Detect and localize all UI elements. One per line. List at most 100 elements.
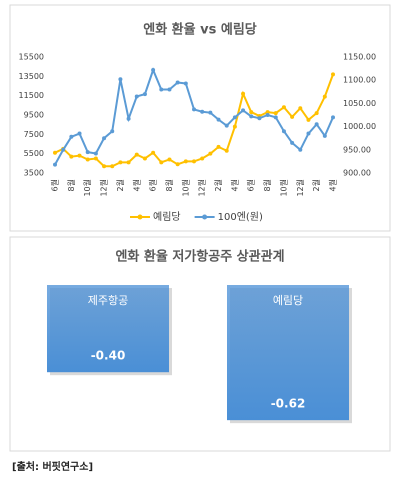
x-tick-label: 8월	[66, 179, 76, 191]
data-point	[192, 107, 196, 112]
legend-marker	[202, 214, 208, 220]
data-point	[53, 150, 57, 155]
data-point	[118, 77, 123, 82]
data-point	[322, 94, 327, 99]
data-point	[126, 116, 131, 121]
data-point	[77, 153, 82, 158]
data-point	[110, 164, 115, 169]
y-tick-label: 3500	[24, 169, 44, 178]
value-label: -0.62	[271, 397, 306, 411]
data-point	[69, 154, 74, 159]
bar-label: 예림당	[273, 294, 303, 307]
data-point	[175, 162, 180, 167]
chart-title: 엔화 환율 저가항공주 상관관계	[115, 249, 284, 265]
data-point	[134, 94, 139, 99]
data-point	[151, 67, 156, 72]
bar	[47, 285, 169, 373]
data-point	[273, 111, 278, 116]
x-tick-label: 6월	[246, 179, 256, 191]
data-point	[208, 110, 213, 115]
x-tick-label: 12월	[197, 179, 207, 197]
data-point	[322, 133, 327, 138]
data-point	[216, 117, 221, 122]
x-tick-label: 6월	[148, 179, 158, 191]
data-point	[232, 124, 237, 129]
y-tick-label: 11500	[19, 91, 44, 100]
y-tick-label: 9500	[24, 111, 44, 120]
legend-marker	[137, 214, 143, 220]
data-point	[126, 160, 131, 165]
data-point	[151, 150, 156, 155]
data-point	[314, 111, 319, 116]
data-point	[298, 147, 303, 152]
x-tick-label: 10월	[180, 179, 190, 197]
x-tick-label: 12월	[99, 179, 109, 197]
data-point	[77, 131, 82, 136]
data-point	[110, 129, 115, 134]
x-tick-label: 2월	[311, 179, 321, 191]
data-point	[142, 156, 147, 161]
data-point	[249, 110, 254, 115]
data-point	[192, 159, 196, 164]
data-point	[298, 106, 303, 111]
value-label: -0.40	[91, 349, 126, 363]
top-panel	[9, 4, 391, 232]
data-point	[241, 108, 246, 113]
chart-title: 엔화 환율 vs 예림당	[143, 22, 257, 38]
data-point	[118, 160, 123, 165]
data-point	[273, 115, 278, 120]
x-tick-label: 10월	[82, 179, 92, 197]
data-point	[281, 129, 286, 134]
data-point	[208, 151, 213, 156]
data-point	[134, 152, 139, 157]
data-point	[216, 144, 221, 149]
data-point	[290, 114, 295, 119]
data-point	[85, 150, 90, 155]
data-point	[249, 114, 254, 119]
data-point	[93, 156, 98, 161]
x-tick-label: 12월	[295, 179, 305, 197]
x-tick-label: 4월	[131, 179, 141, 191]
data-point	[265, 113, 270, 117]
data-point	[183, 159, 188, 164]
data-point	[224, 123, 229, 128]
y2-tick-label: 1100.00	[343, 76, 376, 85]
data-point	[102, 136, 107, 141]
data-point	[265, 110, 270, 115]
data-point	[290, 140, 295, 145]
x-tick-label: 4월	[328, 179, 338, 191]
data-point	[142, 92, 147, 97]
data-point	[69, 134, 74, 139]
x-tick-label: 4월	[229, 179, 239, 191]
x-tick-label: 8월	[262, 179, 272, 191]
source-note: [출처: 버핏연구소]	[12, 460, 93, 473]
data-point	[314, 122, 319, 127]
x-tick-label: 2월	[115, 179, 125, 191]
data-point	[159, 160, 164, 165]
y-tick-label: 13500	[19, 72, 44, 81]
data-point	[183, 81, 188, 86]
y2-tick-label: 950.00	[343, 145, 371, 154]
data-point	[257, 116, 262, 121]
y-tick-label: 7500	[24, 130, 44, 139]
data-point	[331, 115, 335, 120]
data-point	[241, 91, 246, 96]
data-point	[167, 157, 172, 162]
data-point	[61, 147, 66, 152]
y2-tick-label: 1150.00	[343, 53, 376, 62]
data-point	[281, 105, 286, 110]
data-point	[232, 115, 237, 120]
bar	[227, 285, 349, 421]
data-point	[93, 151, 98, 156]
x-tick-label: 8월	[164, 179, 174, 191]
x-tick-label: 6월	[50, 179, 60, 191]
data-point	[331, 72, 335, 77]
data-point	[159, 87, 164, 92]
data-point	[224, 148, 229, 153]
y-tick-label: 5500	[24, 149, 44, 158]
data-point	[200, 156, 205, 161]
legend-label: 100엔(원)	[218, 211, 263, 223]
data-point	[53, 162, 57, 167]
